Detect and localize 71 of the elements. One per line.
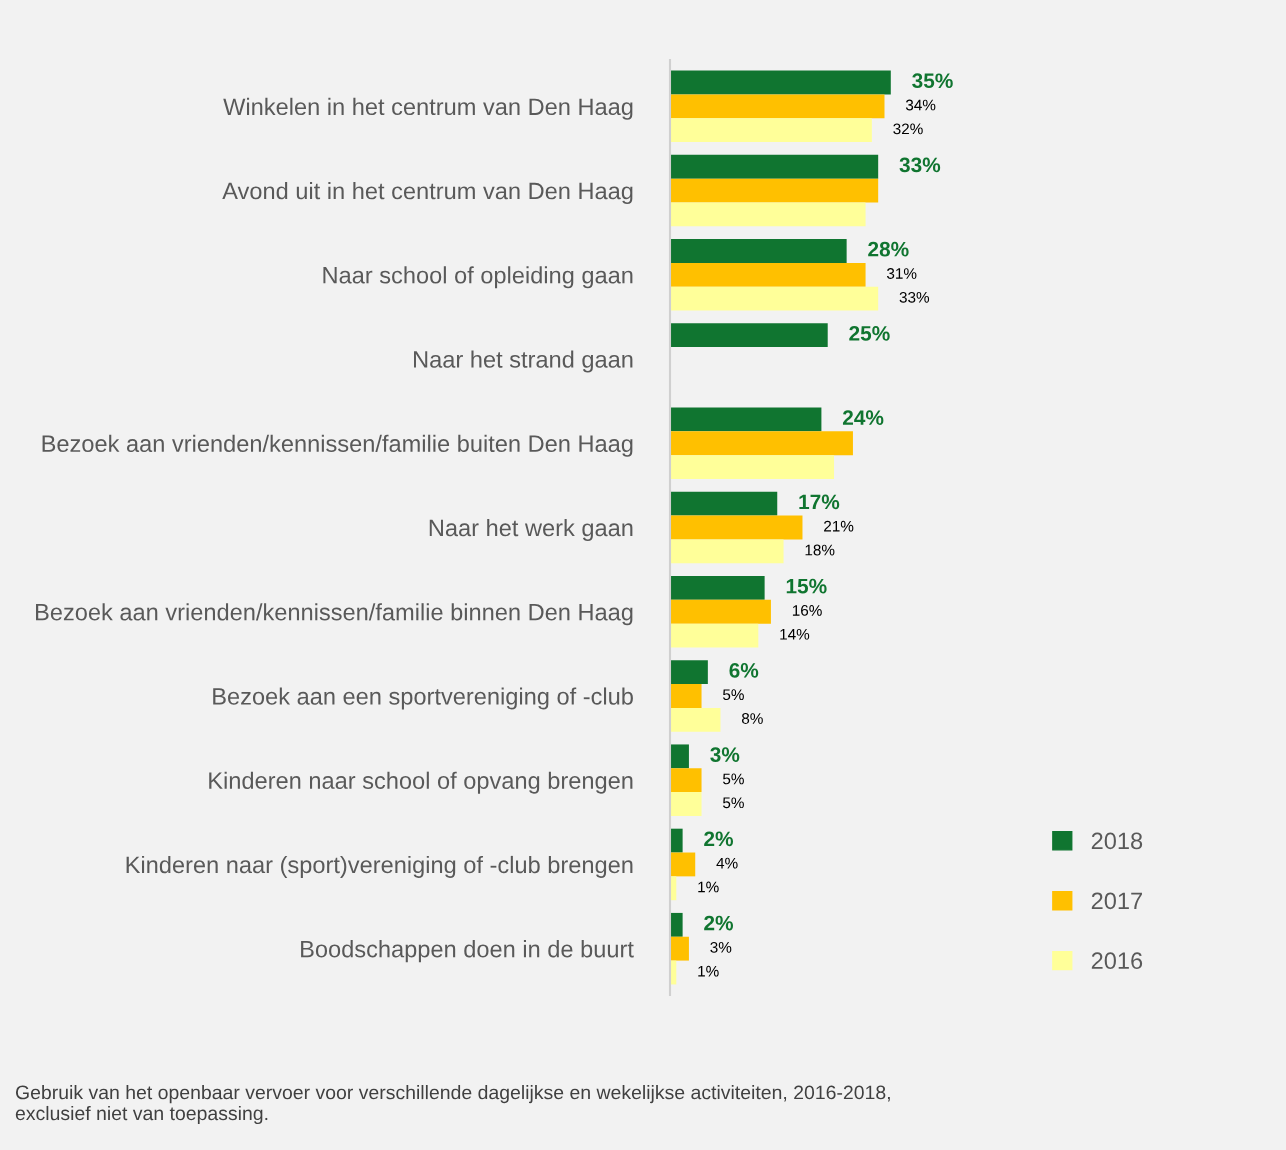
data-label: 15% — [786, 578, 827, 594]
bar — [670, 202, 866, 227]
data-label: 2% — [704, 831, 734, 847]
bar — [670, 575, 765, 600]
bar — [670, 936, 689, 961]
bar — [670, 455, 835, 480]
data-label: 1% — [698, 881, 719, 893]
y-tick-label: Avond uit in het centrum van Den Haag — [222, 182, 633, 205]
y-tick-label: Bezoek aan vrienden/kennissen/familie buiten Den Haag — [42, 434, 633, 457]
bar — [670, 792, 702, 816]
y-tick-label: Naar het strand gaan — [414, 350, 633, 373]
data-label: 5% — [722, 773, 744, 785]
data-label: 28% — [868, 241, 909, 257]
y-tick-label: Naar school of opleiding gaan — [323, 266, 633, 289]
legend-label: 2017 — [1091, 892, 1142, 910]
bar — [670, 118, 872, 143]
data-label: 17% — [799, 494, 840, 510]
bar — [670, 154, 879, 179]
bar — [670, 707, 721, 732]
data-label: 35% — [912, 73, 953, 89]
bar — [670, 178, 879, 203]
data-label: 21% — [824, 520, 854, 532]
data-label: 33% — [899, 291, 930, 303]
data-label: 2% — [704, 915, 734, 931]
data-label: 16% — [792, 605, 822, 616]
y-tick-label: Naar het werk gaan — [429, 518, 633, 541]
bar — [670, 286, 879, 311]
bar — [670, 852, 696, 877]
bar — [670, 599, 771, 624]
bar — [670, 684, 702, 708]
data-label: 32% — [893, 123, 923, 135]
bar — [670, 623, 759, 648]
legend-label: 2016 — [1091, 952, 1143, 970]
bar — [670, 912, 683, 937]
y-tick-label: Winkelen in het centrum van Den Haag — [223, 97, 633, 120]
legend-label: 2018 — [1091, 832, 1143, 850]
bar — [670, 491, 778, 516]
bar — [670, 239, 847, 263]
data-label: 33% — [899, 157, 941, 173]
data-label: 1% — [698, 965, 719, 977]
data-label: 14% — [780, 628, 810, 640]
bar — [670, 768, 702, 793]
bar — [670, 431, 853, 456]
y-tick-label: Bezoek aan vrienden/kennissen/familie binnen Den Haag — [36, 603, 633, 626]
data-label: 8% — [741, 713, 763, 724]
bar — [670, 515, 803, 540]
text: Gebruik van het openbaar vervoer voor verschillende dagelijkse en wekelijkse activiteiten, 2016-2018, exclusief niet van toepassing. — [15, 1085, 890, 1125]
bar — [670, 744, 689, 769]
y-tick-label: Boodschappen doen in de buurt — [301, 940, 634, 963]
data-label: 34% — [905, 99, 936, 111]
data-label: 24% — [842, 410, 884, 425]
bar — [670, 70, 891, 95]
bar — [670, 660, 708, 685]
y-tick-label: Bezoek aan een sportvereniging of -club — [213, 687, 633, 710]
y-tick-label: Kinderen naar (sport)vereniging of -club brengen — [126, 855, 633, 878]
data-label: 3% — [710, 941, 732, 953]
bar — [670, 828, 683, 853]
data-label: 6% — [729, 662, 759, 678]
data-label: 5% — [722, 689, 744, 701]
data-label: 3% — [710, 747, 740, 762]
bar — [670, 407, 822, 432]
data-label: 18% — [805, 544, 835, 556]
data-label: 25% — [849, 326, 890, 341]
bar — [670, 262, 866, 287]
bar — [670, 94, 885, 119]
data-label: 5% — [722, 797, 744, 809]
data-label: 4% — [716, 857, 738, 869]
data-label: 31% — [886, 268, 917, 279]
y-tick-label: Kinderen naar school of opvang brengen — [209, 771, 633, 794]
bar — [670, 323, 828, 348]
bar — [670, 539, 784, 564]
